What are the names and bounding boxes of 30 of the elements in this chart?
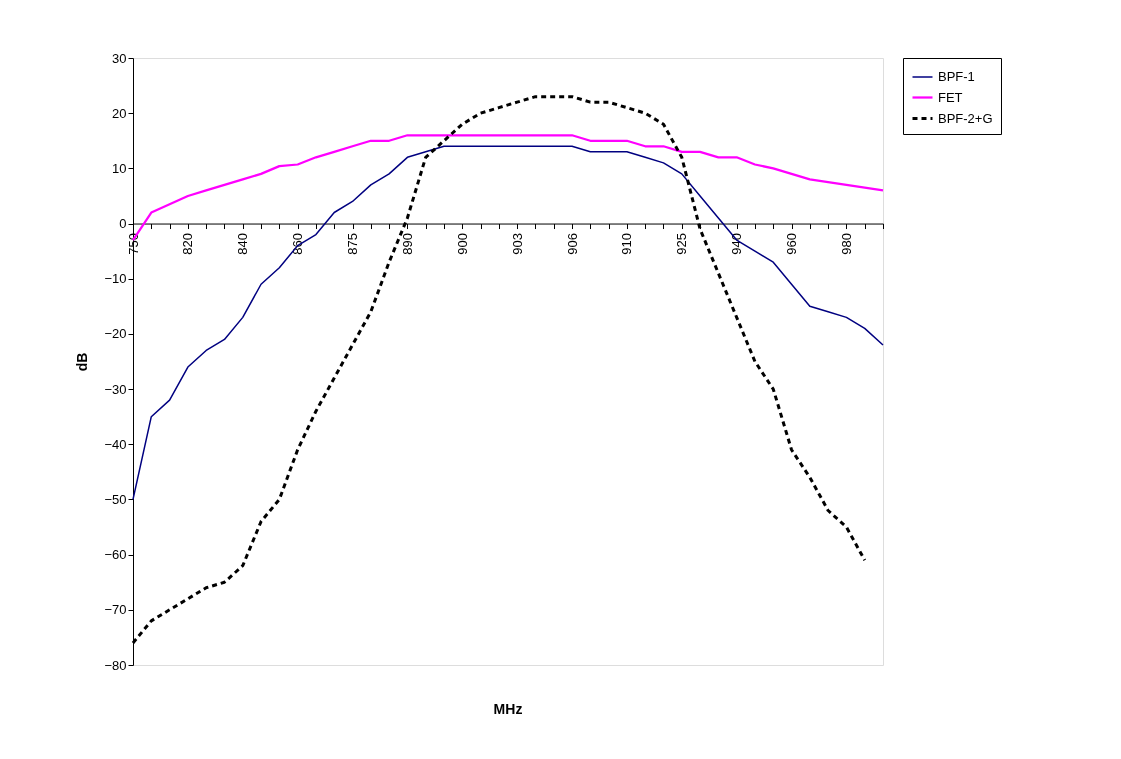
x-tick-label: 940 bbox=[729, 233, 745, 255]
y-tick-label: −70 bbox=[104, 602, 127, 618]
x-tick-label: 906 bbox=[564, 233, 580, 255]
y-tick-label: −60 bbox=[104, 547, 127, 563]
x-tick-label: 903 bbox=[509, 233, 525, 255]
x-axis-title: MHz bbox=[493, 701, 523, 717]
y-tick-label: −30 bbox=[104, 381, 127, 397]
x-tick-label: 980 bbox=[838, 233, 854, 255]
legend-label: BPF-2+G bbox=[938, 110, 993, 126]
y-tick-label: 10 bbox=[112, 160, 127, 176]
y-tick-label: 0 bbox=[119, 216, 127, 232]
y-tick-label: −20 bbox=[104, 326, 127, 342]
x-tick-label: 960 bbox=[784, 233, 800, 255]
y-tick-label: −40 bbox=[104, 436, 127, 452]
x-tick-label: 860 bbox=[290, 233, 306, 255]
y-tick-label: −80 bbox=[104, 657, 127, 673]
y-tick-label: −10 bbox=[104, 271, 127, 287]
y-tick-label: 30 bbox=[112, 50, 127, 66]
y-axis-title: dB bbox=[74, 352, 91, 372]
y-tick-label: −50 bbox=[104, 491, 127, 507]
x-tick-label: 900 bbox=[454, 233, 470, 255]
x-tick-label: 820 bbox=[180, 233, 196, 255]
y-tick-label: 20 bbox=[112, 105, 127, 121]
x-tick-label: 890 bbox=[399, 233, 415, 255]
x-tick-label: 875 bbox=[345, 233, 361, 255]
x-tick-label: 910 bbox=[619, 233, 635, 255]
x-tick-label: 925 bbox=[674, 233, 690, 255]
x-tick-label: 840 bbox=[235, 233, 251, 255]
legend-label: BPF-1 bbox=[938, 69, 975, 84]
legend-label: FET bbox=[938, 89, 963, 105]
